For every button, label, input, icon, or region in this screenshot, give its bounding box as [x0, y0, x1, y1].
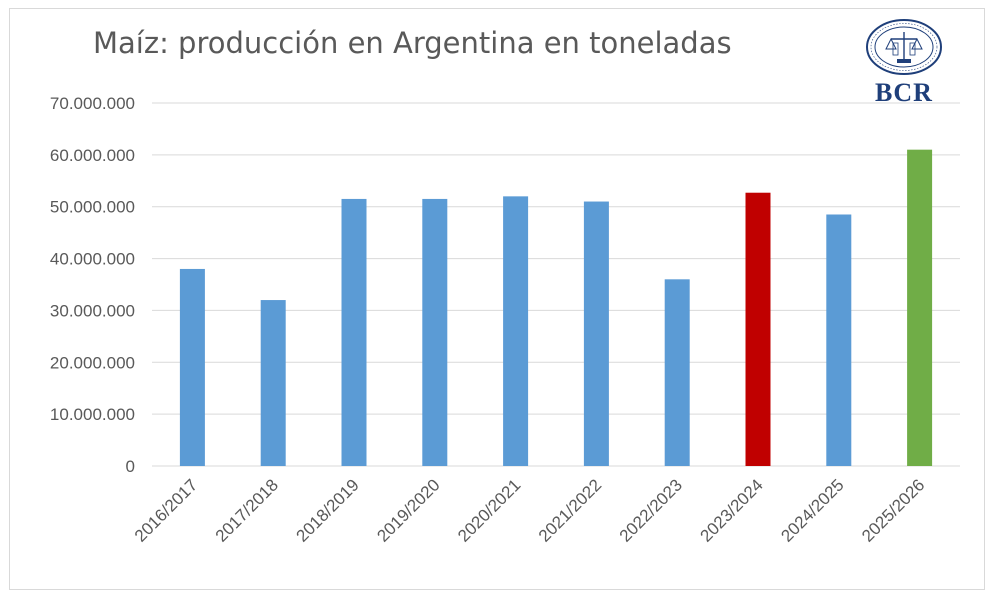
y-tick-label: 50.000.000: [50, 198, 135, 217]
bar-2016-2017: [179, 268, 205, 466]
x-tick-label: 2019/2020: [373, 475, 443, 545]
x-axis-tick-labels: 2016/2017 2017/2018 2018/2019 2019/2020 2020…: [131, 475, 928, 545]
bar-2017-2018: [260, 300, 286, 466]
bar-2025-2026: [907, 149, 933, 466]
bar-2020-2021: [503, 196, 529, 467]
bar-2022-2023: [664, 279, 690, 466]
bar-2019-2020: [422, 198, 448, 466]
bar-2024-2025: [826, 214, 852, 466]
x-tick-label: 2020/2021: [454, 475, 524, 545]
bcr-seal-icon: [866, 19, 942, 75]
x-tick-label: 2021/2022: [535, 475, 605, 545]
y-tick-label: 30.000.000: [50, 301, 135, 320]
bcr-logo-text: BCR: [875, 78, 933, 107]
bar-2021-2022: [583, 201, 609, 466]
x-tick-label: 2024/2025: [777, 475, 847, 545]
y-tick-label: 70.000.000: [50, 94, 135, 113]
x-tick-label: 2025/2026: [858, 475, 928, 545]
chart-title: Maíz: producción en Argentina en tonelad…: [93, 26, 732, 60]
x-tick-label: 2022/2023: [616, 475, 686, 545]
y-tick-label: 40.000.000: [50, 250, 135, 269]
chart-frame: [9, 8, 985, 590]
y-tick-label: 60.000.000: [50, 146, 135, 165]
y-tick-label: 20.000.000: [50, 353, 135, 372]
bars: [179, 149, 933, 467]
y-tick-label: 10.000.000: [50, 405, 135, 424]
x-tick-label: 2017/2018: [212, 475, 282, 545]
gridlines: [152, 102, 960, 467]
x-tick-label: 2018/2019: [293, 475, 363, 545]
y-axis-tick-labels: 0 10.000.000 20.000.000 30.000.000 40.000.00…: [50, 94, 135, 476]
bar-2023-2024: [745, 192, 771, 466]
x-tick-label: 2016/2017: [131, 475, 201, 545]
y-tick-label: 0: [126, 457, 135, 476]
x-tick-label: 2023/2024: [697, 475, 767, 545]
bar-2018-2019: [341, 198, 367, 466]
